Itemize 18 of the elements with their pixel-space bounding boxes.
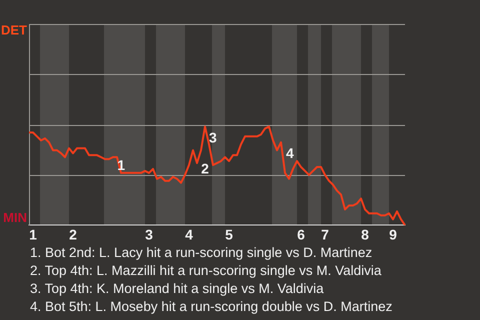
x-tick-label: 2: [69, 226, 78, 242]
text: 4. Bot 5th: L. Moseby hit a run-scoring double vs D. Martinez: [30, 298, 392, 316]
text: 3. Top 4th: K. Moreland hit a single vs M. Valdivia: [30, 280, 325, 298]
x-tick-label: 8: [361, 226, 370, 242]
text: 2. Top 4th: L. Mazzilli hit a run-scoring single vs M. Valdivia: [30, 262, 382, 280]
x-tick-label: 7: [321, 226, 330, 242]
x-tick-label: 9: [389, 226, 398, 242]
x-tick-label: 6: [297, 226, 306, 242]
annotation: 4: [286, 145, 294, 162]
x-tick-label: 4: [185, 226, 194, 242]
annotation: 3: [208, 129, 217, 146]
x-tick-label: 1: [29, 226, 38, 242]
annotation: 2: [201, 160, 210, 177]
x-tick-label: 3: [145, 226, 154, 242]
text: 1. Bot 2nd: L. Lacy hit a run-scoring single vs D. Martinez: [30, 244, 374, 262]
text: DET: [1, 22, 28, 38]
x-tick-label: 5: [225, 226, 234, 242]
text: MIN: [3, 210, 27, 225]
